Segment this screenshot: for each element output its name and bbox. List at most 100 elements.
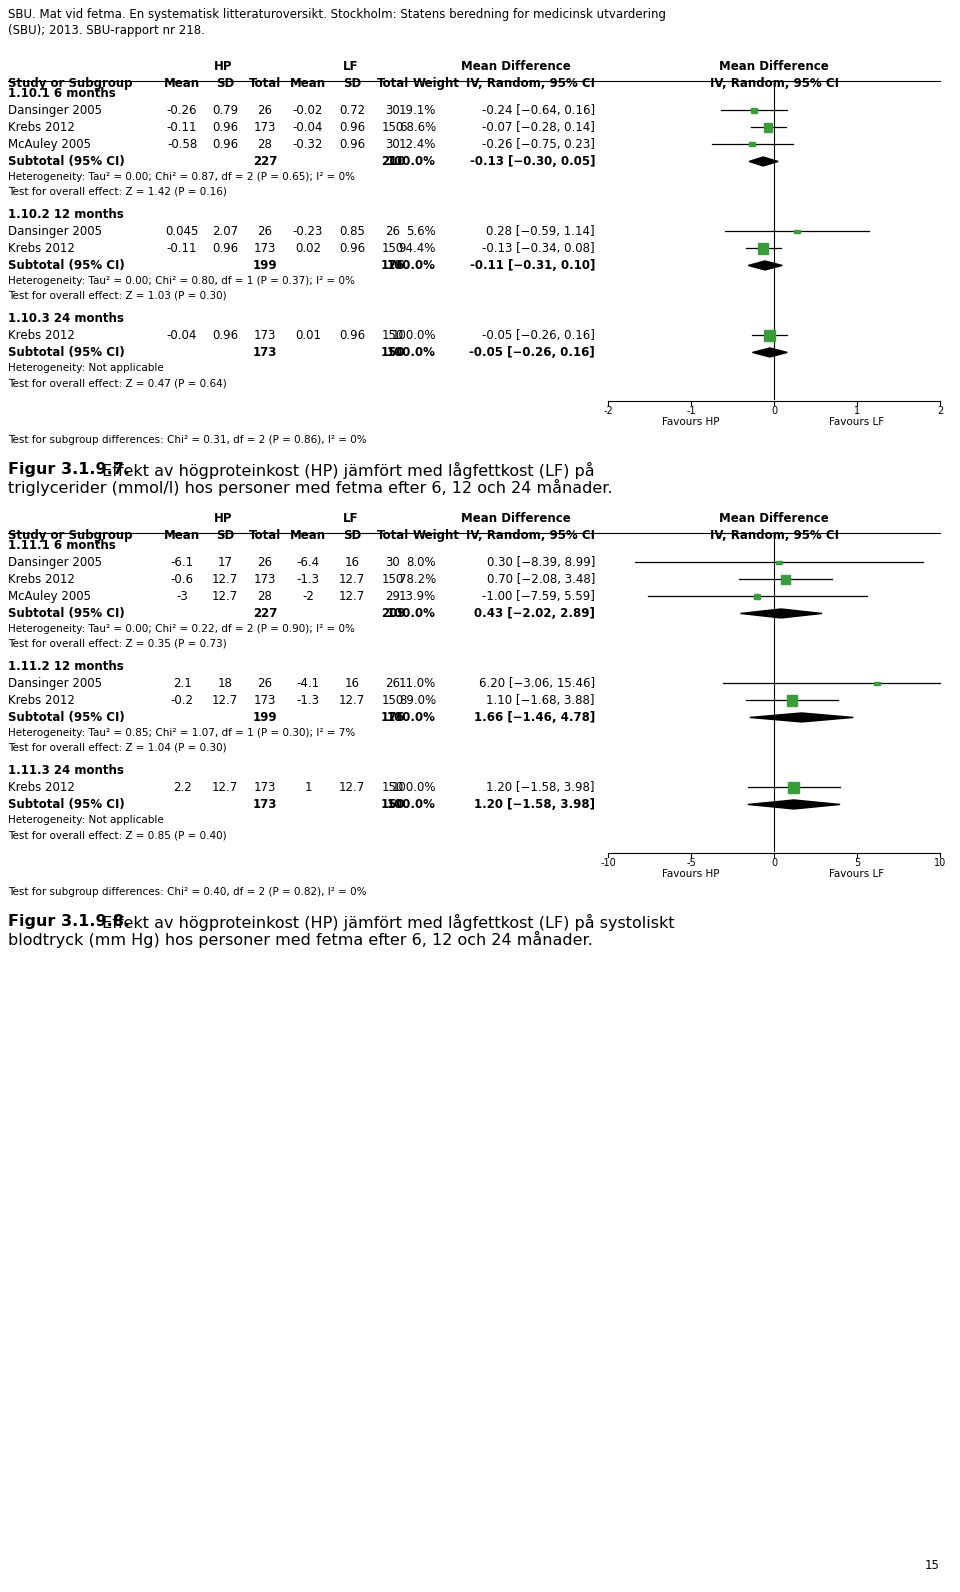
Text: Test for overall effect: Z = 1.42 (P = 0.16): Test for overall effect: Z = 1.42 (P = 0…: [8, 186, 227, 197]
Text: Weight: Weight: [413, 76, 460, 91]
Text: 100.0%: 100.0%: [387, 712, 436, 724]
Text: Dansinger 2005: Dansinger 2005: [8, 677, 102, 689]
Text: 94.4%: 94.4%: [398, 242, 436, 255]
Text: 0.70 [−2.08, 3.48]: 0.70 [−2.08, 3.48]: [487, 573, 595, 586]
Bar: [794, 229, 801, 232]
Text: -4.1: -4.1: [297, 677, 320, 689]
Text: 26: 26: [257, 224, 273, 237]
Text: SD: SD: [216, 529, 234, 541]
Text: LF: LF: [343, 60, 358, 73]
Text: 0.96: 0.96: [339, 242, 365, 255]
Text: Total: Total: [377, 529, 409, 541]
Text: -0.02: -0.02: [293, 103, 324, 116]
Text: 30: 30: [386, 103, 400, 116]
Bar: [751, 108, 757, 113]
Bar: [755, 594, 760, 599]
Text: Mean: Mean: [290, 529, 326, 541]
Text: Mean: Mean: [164, 529, 200, 541]
Text: 150: 150: [382, 121, 404, 134]
Text: -0.6: -0.6: [171, 573, 194, 586]
Text: 0: 0: [771, 406, 777, 416]
Text: 5.6%: 5.6%: [406, 224, 436, 237]
Text: 11.0%: 11.0%: [398, 677, 436, 689]
Text: Favours HP: Favours HP: [662, 417, 720, 427]
Text: Heterogeneity: Tau² = 0.00; Chi² = 0.80, df = 1 (P = 0.37); I² = 0%: Heterogeneity: Tau² = 0.00; Chi² = 0.80,…: [8, 275, 355, 287]
Text: -0.05 [−0.26, 0.16]: -0.05 [−0.26, 0.16]: [482, 330, 595, 342]
Text: -0.13 [−0.30, 0.05]: -0.13 [−0.30, 0.05]: [469, 154, 595, 169]
Text: 1.20 [−1.58, 3.98]: 1.20 [−1.58, 3.98]: [487, 782, 595, 794]
Text: 150: 150: [381, 798, 405, 810]
Text: Subtotal (95% CI): Subtotal (95% CI): [8, 607, 125, 619]
Text: blodtryck (mm Hg) hos personer med fetma efter 6, 12 och 24 månader.: blodtryck (mm Hg) hos personer med fetma…: [8, 930, 593, 947]
Text: IV, Random, 95% CI: IV, Random, 95% CI: [466, 76, 595, 91]
Text: 0.28 [−0.59, 1.14]: 0.28 [−0.59, 1.14]: [487, 224, 595, 237]
Text: -0.13 [−0.34, 0.08]: -0.13 [−0.34, 0.08]: [482, 242, 595, 255]
Text: 0.96: 0.96: [339, 330, 365, 342]
Text: 100.0%: 100.0%: [387, 154, 436, 169]
Text: Favours LF: Favours LF: [829, 417, 884, 427]
Text: -0.26: -0.26: [167, 103, 197, 116]
Polygon shape: [750, 713, 853, 721]
Text: Heterogeneity: Not applicable: Heterogeneity: Not applicable: [8, 815, 164, 825]
Text: 1.10 [−1.68, 3.88]: 1.10 [−1.68, 3.88]: [487, 694, 595, 707]
Text: 26: 26: [257, 556, 273, 568]
Text: Test for overall effect: Z = 0.47 (P = 0.64): Test for overall effect: Z = 0.47 (P = 0…: [8, 377, 227, 388]
Text: Test for subgroup differences: Chi² = 0.40, df = 2 (P = 0.82), I² = 0%: Test for subgroup differences: Chi² = 0.…: [8, 887, 367, 896]
Text: Test for overall effect: Z = 1.03 (P = 0.30): Test for overall effect: Z = 1.03 (P = 0…: [8, 291, 227, 301]
Text: -0.26 [−0.75, 0.23]: -0.26 [−0.75, 0.23]: [482, 139, 595, 151]
Text: Total: Total: [249, 529, 281, 541]
Text: triglycerider (mmol/l) hos personer med fetma efter 6, 12 och 24 månader.: triglycerider (mmol/l) hos personer med …: [8, 479, 612, 495]
Text: 210: 210: [381, 154, 405, 169]
Text: Krebs 2012: Krebs 2012: [8, 573, 75, 586]
Text: 19.1%: 19.1%: [398, 103, 436, 116]
Text: Dansinger 2005: Dansinger 2005: [8, 224, 102, 237]
Text: 12.7: 12.7: [212, 694, 238, 707]
Polygon shape: [748, 261, 782, 271]
Text: 16: 16: [345, 556, 359, 568]
Text: 30: 30: [386, 139, 400, 151]
Text: IV, Random, 95% CI: IV, Random, 95% CI: [466, 529, 595, 541]
Text: 173: 173: [253, 121, 276, 134]
Text: 199: 199: [252, 259, 277, 272]
Text: 173: 173: [252, 798, 277, 810]
Text: 1.11.1 6 months: 1.11.1 6 months: [8, 540, 116, 552]
Text: 6.20 [−3.06, 15.46]: 6.20 [−3.06, 15.46]: [479, 677, 595, 689]
Text: Mean Difference: Mean Difference: [719, 60, 828, 73]
Text: 0.02: 0.02: [295, 242, 321, 255]
Polygon shape: [753, 349, 787, 357]
Bar: [781, 575, 790, 584]
Text: 26: 26: [257, 677, 273, 689]
Text: Study or Subgroup: Study or Subgroup: [8, 76, 132, 91]
Text: Krebs 2012: Krebs 2012: [8, 694, 75, 707]
Text: -0.11 [−0.31, 0.10]: -0.11 [−0.31, 0.10]: [469, 259, 595, 272]
Text: 0.96: 0.96: [339, 139, 365, 151]
Text: 1.20 [−1.58, 3.98]: 1.20 [−1.58, 3.98]: [474, 798, 595, 810]
Text: 26: 26: [386, 677, 400, 689]
Text: -2: -2: [603, 406, 612, 416]
Text: 15: 15: [925, 1559, 940, 1571]
Text: 10: 10: [934, 858, 947, 868]
Text: 1.11.2 12 months: 1.11.2 12 months: [8, 661, 124, 673]
Text: 100.0%: 100.0%: [392, 782, 436, 794]
Text: Total: Total: [249, 76, 281, 91]
Text: Heterogeneity: Tau² = 0.85; Chi² = 1.07, df = 1 (P = 0.30); I² = 7%: Heterogeneity: Tau² = 0.85; Chi² = 1.07,…: [8, 728, 355, 739]
Text: 0.96: 0.96: [212, 242, 238, 255]
Text: -6.4: -6.4: [297, 556, 320, 568]
Text: 0.43 [−2.02, 2.89]: 0.43 [−2.02, 2.89]: [474, 607, 595, 619]
Text: Subtotal (95% CI): Subtotal (95% CI): [8, 798, 125, 810]
Text: Weight: Weight: [413, 529, 460, 541]
Text: 100.0%: 100.0%: [387, 607, 436, 619]
Text: -0.04: -0.04: [293, 121, 324, 134]
Text: 199: 199: [252, 712, 277, 724]
Text: Test for subgroup differences: Chi² = 0.31, df = 2 (P = 0.86), I² = 0%: Test for subgroup differences: Chi² = 0.…: [8, 435, 367, 446]
Text: 12.7: 12.7: [212, 591, 238, 603]
Text: 12.7: 12.7: [339, 694, 365, 707]
Text: 17: 17: [218, 556, 232, 568]
Text: 0: 0: [771, 858, 777, 868]
Text: Favours HP: Favours HP: [662, 869, 720, 879]
Text: 30: 30: [386, 556, 400, 568]
Text: Subtotal (95% CI): Subtotal (95% CI): [8, 154, 125, 169]
Text: 0.96: 0.96: [212, 121, 238, 134]
Text: 0.30 [−8.39, 8.99]: 0.30 [−8.39, 8.99]: [487, 556, 595, 568]
Text: 100.0%: 100.0%: [392, 330, 436, 342]
